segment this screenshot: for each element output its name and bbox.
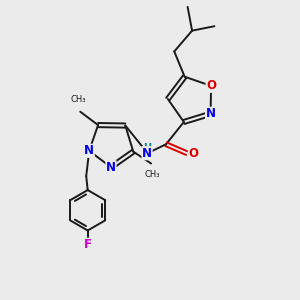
Text: N: N [206, 107, 216, 120]
Text: CH₃: CH₃ [145, 170, 161, 179]
Text: N: N [106, 161, 116, 174]
Text: N: N [84, 144, 94, 157]
Text: CH₃: CH₃ [71, 95, 86, 104]
Text: N: N [142, 147, 152, 160]
Text: F: F [84, 238, 92, 251]
Text: O: O [188, 147, 198, 160]
Text: H: H [143, 143, 152, 153]
Text: O: O [206, 79, 216, 92]
